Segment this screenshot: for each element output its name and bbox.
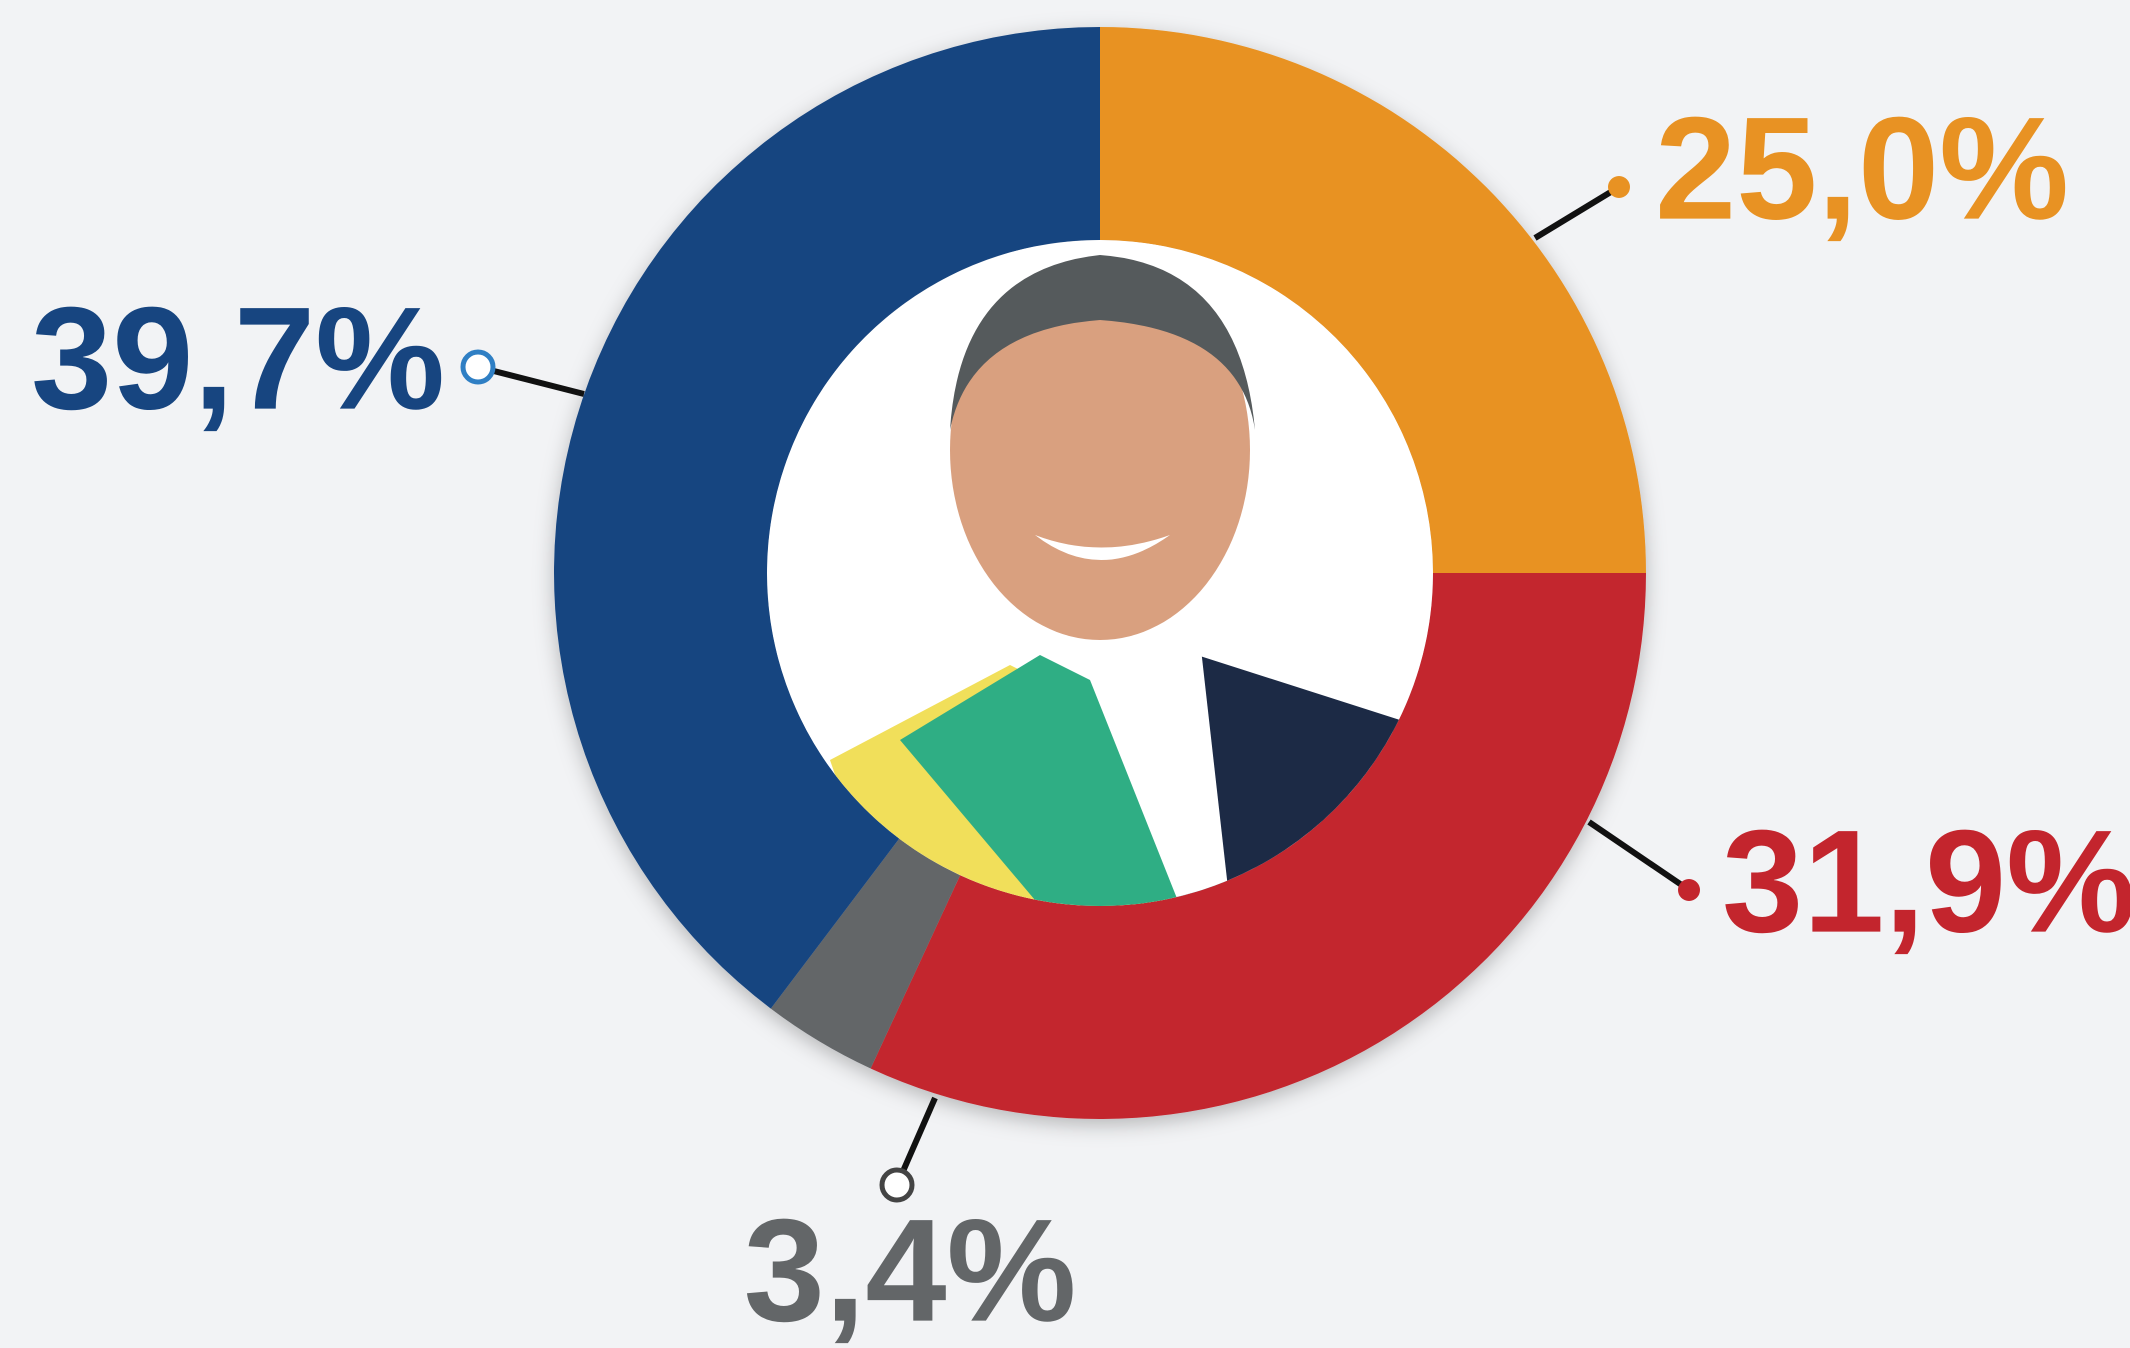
leader-line: [1533, 184, 1621, 241]
portrait: [767, 240, 1433, 906]
donut-slice: [770, 838, 961, 1069]
value-label: 31,9%: [1722, 800, 2130, 963]
value-label: 25,0%: [1655, 87, 2069, 250]
donut-slice: [554, 27, 1100, 1009]
leader-dot: [460, 349, 496, 385]
labels: 25,0% 31,9% 3,4% 39,7%: [31, 87, 2130, 1348]
leader-dot: [879, 1167, 915, 1203]
leader-dot: [1678, 879, 1700, 901]
value-label: 3,4%: [744, 1189, 1077, 1348]
value-label: 39,7%: [31, 277, 445, 440]
donut-slice: [870, 573, 1646, 1119]
leader-line: [477, 364, 585, 397]
donut-slice: [1100, 27, 1646, 573]
leader-line: [1587, 819, 1691, 893]
leader-dot: [1608, 176, 1630, 198]
donut: [554, 27, 1646, 1119]
